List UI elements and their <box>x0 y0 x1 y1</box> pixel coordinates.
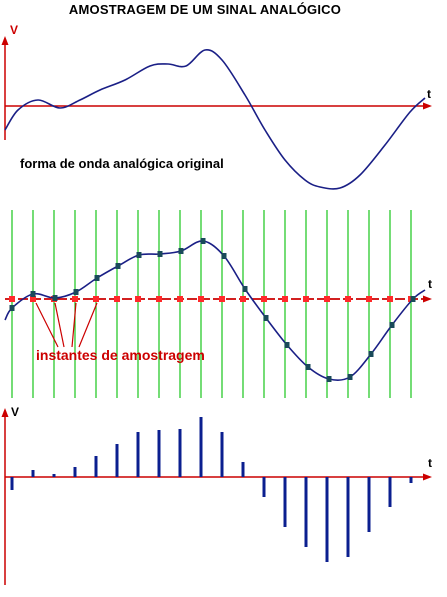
sample-instant-marker <box>135 296 141 302</box>
sample-instant-marker <box>177 296 183 302</box>
sample-point <box>201 238 206 244</box>
sample-markers <box>9 296 414 302</box>
sample-point <box>10 305 15 311</box>
sample-instant-marker <box>366 296 372 302</box>
sample-instant-marker <box>240 296 246 302</box>
sample-point <box>306 364 311 370</box>
sample-point <box>285 342 290 348</box>
sample-point <box>95 275 100 281</box>
annotation-line <box>79 303 97 347</box>
sample-point <box>31 291 36 297</box>
sample-instant-marker <box>345 296 351 302</box>
sample-instant-marker <box>261 296 267 302</box>
analog-v-arrow <box>2 36 9 45</box>
sampling-annotation-lines <box>36 303 97 347</box>
sample-point <box>74 289 79 295</box>
sample-point <box>179 248 184 254</box>
sample-stem <box>137 432 140 477</box>
sampling-caption: instantes de amostragem <box>36 347 205 363</box>
sample-stem <box>263 477 266 497</box>
sample-stem <box>74 467 77 477</box>
sample-point <box>348 374 353 380</box>
sample-point <box>264 315 269 321</box>
sample-point <box>369 351 374 357</box>
sample-stem <box>326 477 329 562</box>
sample-instant-marker <box>198 296 204 302</box>
sample-stem <box>11 477 14 490</box>
sample-stem <box>179 429 182 477</box>
sample-instant-marker <box>387 296 393 302</box>
samples-v-label: V <box>11 405 19 419</box>
analog-t-label: t <box>427 87 431 101</box>
sample-instant-marker <box>72 296 78 302</box>
panel-analog: V t forma de onda analógica original <box>2 23 433 189</box>
samples-t-label: t <box>428 456 432 470</box>
sample-point <box>137 252 142 258</box>
sampling-t-arrow <box>423 296 432 303</box>
samples-v-arrow <box>2 408 9 417</box>
sample-instant-marker <box>219 296 225 302</box>
sample-stem <box>116 444 119 477</box>
sample-stem <box>221 432 224 477</box>
sample-point <box>243 286 248 292</box>
sample-instant-marker <box>9 296 15 302</box>
sample-stem <box>368 477 371 532</box>
sample-point <box>116 263 121 269</box>
sample-stems <box>11 417 413 562</box>
analog-t-arrow <box>423 103 432 110</box>
sample-instant-marker <box>324 296 330 302</box>
sample-instant-marker <box>282 296 288 302</box>
sample-stem <box>389 477 392 507</box>
panel-samples: V t <box>2 405 433 585</box>
sample-point <box>327 376 332 382</box>
analog-v-label: V <box>10 23 18 37</box>
sample-stem <box>242 462 245 477</box>
annotation-line <box>55 303 64 347</box>
samples-t-arrow <box>423 474 432 481</box>
sample-stem <box>158 430 161 477</box>
sample-point <box>390 322 395 328</box>
sampling-grid <box>12 210 411 398</box>
sample-stem <box>347 477 350 557</box>
sample-stem <box>32 470 35 477</box>
annotation-line <box>36 303 58 347</box>
analog-caption: forma de onda analógica original <box>20 156 224 171</box>
sample-point <box>53 295 58 301</box>
sample-point <box>222 253 227 259</box>
sample-stem <box>305 477 308 547</box>
sample-stem <box>410 477 413 483</box>
sample-stem <box>95 456 98 477</box>
sample-stem <box>53 474 56 477</box>
sampling-t-label: t <box>428 277 432 291</box>
sample-point <box>158 251 163 257</box>
sample-point <box>411 296 416 302</box>
sample-stem <box>200 417 203 477</box>
sample-instant-marker <box>156 296 162 302</box>
sample-instant-marker <box>114 296 120 302</box>
sample-instant-marker <box>93 296 99 302</box>
panel-sampling: t instantes de amostragem <box>5 210 432 398</box>
sample-instant-marker <box>303 296 309 302</box>
sample-stem <box>284 477 287 527</box>
